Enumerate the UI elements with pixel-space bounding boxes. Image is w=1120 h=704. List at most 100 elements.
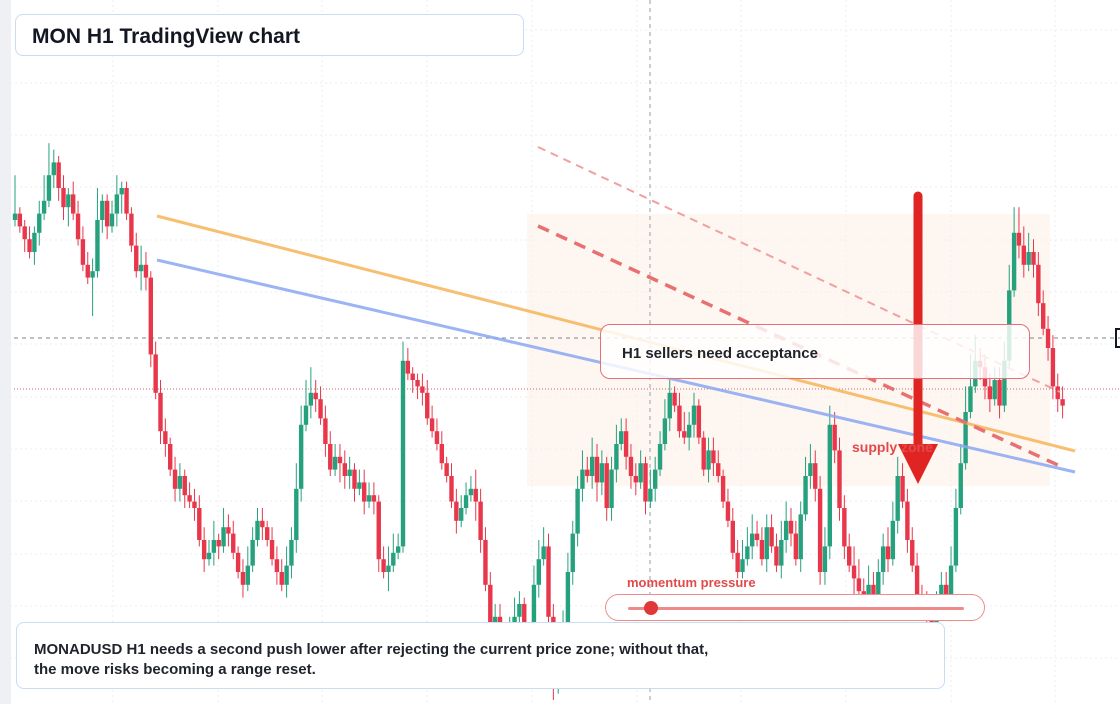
candle-body bbox=[197, 508, 202, 540]
candle-body bbox=[51, 162, 56, 176]
chart-title: MON H1 TradingView chart bbox=[32, 25, 301, 48]
candle-body bbox=[711, 450, 716, 464]
candle-body bbox=[856, 578, 862, 592]
chart-title-box: MON H1 TradingView chart bbox=[15, 14, 524, 56]
annotation-note: H1 sellers need acceptance bbox=[600, 324, 1030, 379]
candle-body bbox=[172, 469, 178, 489]
candle-body bbox=[992, 380, 997, 400]
candle-body bbox=[696, 405, 702, 438]
candle-body bbox=[405, 360, 411, 374]
candle-body bbox=[337, 456, 343, 464]
description-text: MONADUSD H1 needs a second push lower af… bbox=[34, 641, 709, 678]
candle-body bbox=[880, 546, 886, 572]
candle-body bbox=[90, 271, 95, 278]
candle-body bbox=[822, 546, 828, 572]
candle-body bbox=[17, 213, 23, 227]
candle-body bbox=[434, 431, 440, 444]
candle-body bbox=[420, 386, 425, 393]
momentum-slider[interactable] bbox=[605, 594, 985, 621]
candle-body bbox=[449, 476, 454, 502]
supply-zone-label: supply zone bbox=[852, 439, 933, 455]
candle-body bbox=[958, 463, 963, 508]
candle-body bbox=[1026, 252, 1031, 265]
candle-body bbox=[900, 476, 905, 502]
candle-body bbox=[648, 488, 653, 502]
candle-body bbox=[764, 527, 769, 560]
candle-body bbox=[517, 604, 522, 617]
candle-body bbox=[948, 565, 954, 598]
candle-body bbox=[619, 431, 624, 444]
candle-body bbox=[211, 540, 217, 553]
candle-body bbox=[454, 501, 459, 521]
candle-body bbox=[682, 431, 687, 438]
candle-body bbox=[124, 188, 129, 214]
candle-body bbox=[250, 540, 255, 566]
candle-body bbox=[410, 373, 415, 380]
candle-body bbox=[245, 565, 250, 585]
candle-body bbox=[109, 213, 115, 227]
candle-body bbox=[366, 495, 372, 502]
momentum-slider-knob[interactable] bbox=[644, 601, 658, 615]
candle-body bbox=[400, 360, 406, 547]
candle-body bbox=[80, 239, 86, 265]
candle-body bbox=[944, 584, 949, 598]
candle-body bbox=[483, 540, 488, 585]
candle-body bbox=[594, 456, 600, 483]
candle-body bbox=[963, 412, 968, 464]
candle-body bbox=[478, 501, 483, 540]
candle-body bbox=[885, 546, 891, 560]
candle-body bbox=[226, 527, 231, 534]
candle-body bbox=[779, 540, 784, 566]
candle-body bbox=[376, 501, 381, 560]
candle-body bbox=[638, 463, 643, 483]
candle-body bbox=[56, 162, 61, 188]
candle-body bbox=[473, 488, 478, 502]
candle-body bbox=[774, 546, 779, 566]
candle-body bbox=[876, 572, 881, 604]
candle-body bbox=[303, 405, 309, 425]
candle-body bbox=[46, 175, 52, 201]
candle-body bbox=[628, 456, 634, 476]
candle-body bbox=[308, 392, 314, 406]
candle-body bbox=[997, 380, 1002, 406]
candle-body bbox=[803, 476, 808, 515]
candle-body bbox=[701, 437, 706, 470]
momentum-label: momentum pressure bbox=[627, 575, 756, 590]
candle-body bbox=[686, 424, 692, 438]
candle-body bbox=[895, 476, 900, 521]
candle-body bbox=[536, 559, 541, 585]
candle-body bbox=[468, 488, 474, 496]
candle-body bbox=[1002, 360, 1007, 406]
candle-body bbox=[391, 552, 396, 566]
price-scale-marker bbox=[1115, 328, 1120, 348]
candle-body bbox=[395, 546, 401, 553]
candle-body bbox=[177, 476, 183, 489]
candle-body bbox=[1036, 264, 1041, 304]
candle-body bbox=[66, 194, 71, 208]
candle-body bbox=[235, 552, 241, 572]
candle-body bbox=[890, 520, 896, 560]
candle-body bbox=[851, 565, 857, 579]
candlestick-series bbox=[12, 143, 1065, 700]
candle-body bbox=[163, 431, 168, 444]
candle-body bbox=[347, 469, 352, 476]
candle-body bbox=[817, 488, 823, 572]
candle-body bbox=[1016, 232, 1022, 246]
candle-body bbox=[488, 584, 493, 630]
candle-body bbox=[691, 405, 697, 425]
candle-body bbox=[216, 540, 221, 547]
candle-body bbox=[866, 584, 871, 598]
candle-body bbox=[604, 463, 609, 508]
candle-body bbox=[643, 463, 648, 502]
candle-body bbox=[463, 495, 469, 508]
candle-body bbox=[672, 392, 677, 406]
candle-body bbox=[667, 392, 672, 419]
candle-body bbox=[182, 476, 187, 496]
candle-body bbox=[129, 213, 134, 246]
candle-body bbox=[614, 444, 619, 470]
candle-body bbox=[725, 501, 731, 521]
candle-body bbox=[609, 469, 614, 508]
candle-body bbox=[201, 540, 207, 560]
candle-body bbox=[429, 418, 435, 432]
candle-body bbox=[444, 463, 449, 476]
